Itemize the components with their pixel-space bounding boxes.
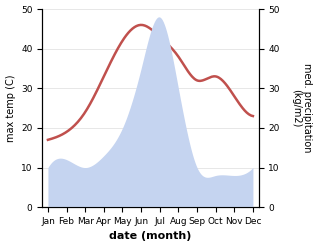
X-axis label: date (month): date (month) <box>109 231 192 242</box>
Y-axis label: max temp (C): max temp (C) <box>5 74 16 142</box>
Y-axis label: med. precipitation
(kg/m2): med. precipitation (kg/m2) <box>291 63 313 153</box>
